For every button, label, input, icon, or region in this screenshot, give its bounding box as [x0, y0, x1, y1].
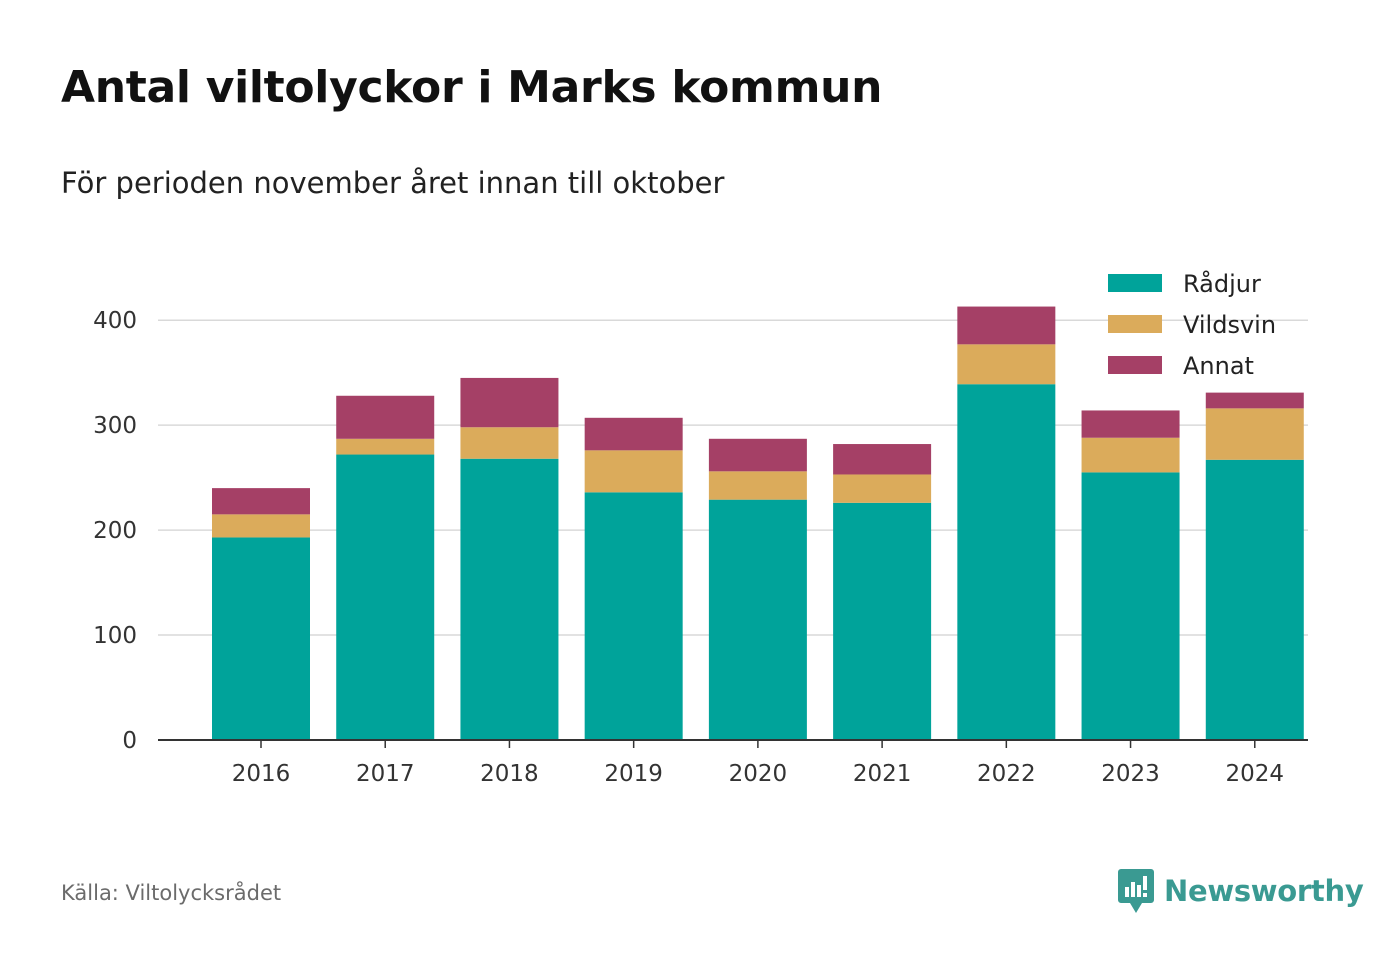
x-tick-label-2019: 2019: [604, 761, 663, 787]
x-tick-label-2018: 2018: [480, 761, 539, 787]
y-tick-label-300: 300: [93, 413, 137, 439]
brand-name: Newsworthy: [1164, 874, 1364, 908]
x-tick-label-2021: 2021: [853, 761, 912, 787]
bar-2016-annat[interactable]: [212, 488, 310, 515]
bar-2018-annat[interactable]: [460, 377, 559, 428]
legend-swatch-annat: [1108, 356, 1162, 374]
bar-2019-annat[interactable]: [584, 417, 683, 451]
bar-2020-rådjur[interactable]: [708, 499, 807, 740]
bar-2023-vildsvin[interactable]: [1081, 437, 1180, 473]
x-tick-label-2023: 2023: [1101, 761, 1160, 787]
bar-2022-vildsvin[interactable]: [957, 344, 1056, 385]
bar-2017-rådjur[interactable]: [336, 454, 435, 740]
y-tick-label-200: 200: [93, 518, 137, 544]
chart-subtitle: För perioden november året innan till ok…: [61, 166, 725, 200]
bar-2020-vildsvin[interactable]: [708, 471, 807, 500]
bar-2022-annat[interactable]: [957, 306, 1056, 345]
bar-2019-vildsvin[interactable]: [584, 450, 683, 493]
y-tick-label-100: 100: [93, 623, 137, 649]
bar-2024-vildsvin[interactable]: [1205, 408, 1304, 460]
legend-label-annat: Annat: [1183, 352, 1254, 380]
bar-2023-annat[interactable]: [1081, 410, 1180, 438]
bar-2021-annat[interactable]: [833, 444, 932, 475]
bar-2016-vildsvin[interactable]: [212, 514, 310, 538]
bar-2020-annat[interactable]: [708, 438, 807, 472]
bar-2017-vildsvin[interactable]: [336, 438, 435, 455]
x-tick-label-2020: 2020: [729, 761, 788, 787]
y-tick-label-0: 0: [122, 728, 137, 754]
legend-label-rådjur: Rådjur: [1183, 269, 1261, 298]
source-note: Källa: Viltolycksrådet: [61, 881, 282, 905]
legend-swatch-vildsvin: [1108, 315, 1162, 333]
x-tick-label-2016: 2016: [232, 761, 291, 787]
bar-2024-annat[interactable]: [1205, 392, 1304, 409]
legend-swatch-rådjur: [1108, 274, 1162, 292]
x-tick-label-2022: 2022: [977, 761, 1036, 787]
bar-2018-vildsvin[interactable]: [460, 427, 559, 459]
brand-logo[interactable]: Newsworthy: [1118, 866, 1364, 916]
legend-label-vildsvin: Vildsvin: [1183, 311, 1276, 339]
chart-title: Antal viltolyckor i Marks kommun: [61, 62, 883, 113]
x-tick-label-2024: 2024: [1226, 761, 1285, 787]
bar-2016-rådjur[interactable]: [212, 537, 310, 740]
bar-2022-rådjur[interactable]: [957, 384, 1056, 740]
bar-2021-rådjur[interactable]: [833, 502, 932, 740]
newsworthy-logo-icon: [1118, 869, 1154, 913]
bar-2017-annat[interactable]: [336, 395, 435, 439]
y-tick-label-400: 400: [93, 308, 137, 334]
x-tick-label-2017: 2017: [356, 761, 415, 787]
bar-2021-vildsvin[interactable]: [833, 474, 932, 503]
bar-2024-rådjur[interactable]: [1205, 459, 1304, 740]
bar-2019-rådjur[interactable]: [584, 492, 683, 740]
bar-2023-rådjur[interactable]: [1081, 472, 1180, 740]
bar-2018-rådjur[interactable]: [460, 458, 559, 740]
